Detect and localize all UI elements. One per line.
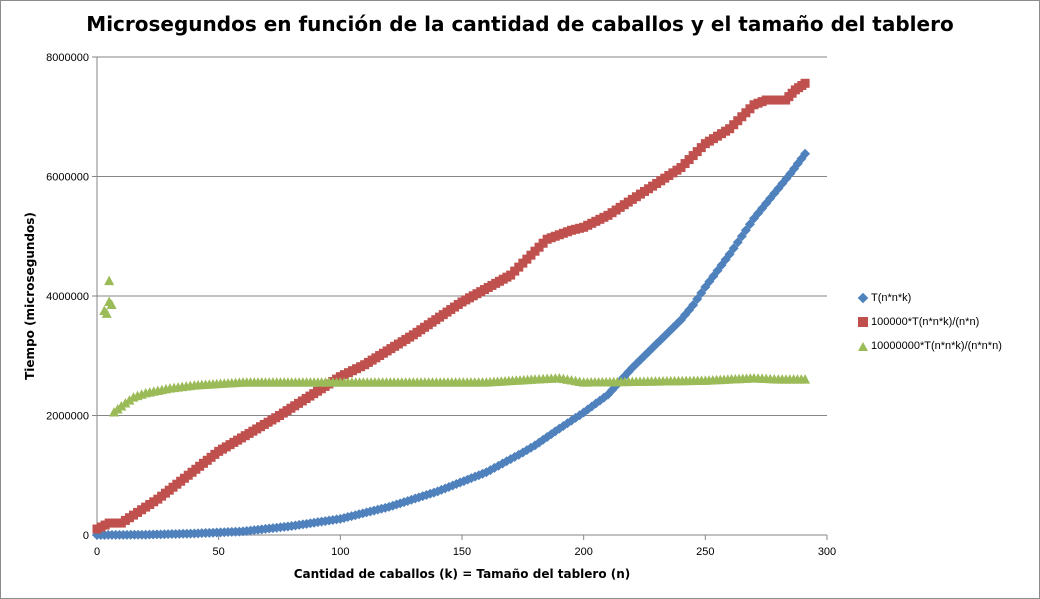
data-point xyxy=(740,225,751,236)
x-tick-label: 300 xyxy=(818,546,836,558)
x-tick-label: 150 xyxy=(453,546,471,558)
data-point xyxy=(720,254,731,265)
data-point xyxy=(688,299,699,310)
y-tick-label: 4000000 xyxy=(46,291,89,303)
series-1 xyxy=(92,148,811,540)
y-tick-label: 2000000 xyxy=(46,411,89,423)
legend-item-series-3: 10000000*T(n*n*k)/(n*n*n) xyxy=(858,334,1002,358)
x-tick-label: 100 xyxy=(331,546,349,558)
legend-item-series-1: T(n*n*k) xyxy=(857,286,1002,310)
data-point xyxy=(800,374,811,384)
tick-labels: 0 2000000 4000000 6000000 8000000 0 50 100 150 20… xyxy=(46,52,836,558)
legend-label: T(n*n*k) xyxy=(871,292,912,304)
triangle-marker-icon xyxy=(858,341,868,351)
legend-label: 10000000*T(n*n*k)/(n*n*n) xyxy=(871,340,1002,352)
y-tick-label: 6000000 xyxy=(46,172,89,184)
y-tick-label: 8000000 xyxy=(46,52,89,64)
legend-label: 100000*T(n*n*k)/(n*n) xyxy=(871,316,980,328)
x-axis-title: Cantidad de caballos (k) = Tamaño del ta… xyxy=(294,567,631,581)
data-point xyxy=(732,237,743,248)
series-markers xyxy=(92,78,811,540)
x-tick-label: 0 xyxy=(94,546,100,558)
data-point xyxy=(106,299,117,309)
y-axis-title: Tiempo (microsegundos) xyxy=(23,212,37,380)
data-point xyxy=(505,454,516,465)
gridlines xyxy=(97,56,827,416)
data-point xyxy=(101,308,112,318)
series-3 xyxy=(99,275,811,417)
chart-title: Microsegundos en función de la cantidad … xyxy=(86,12,954,36)
data-point xyxy=(800,78,810,88)
diamond-marker-icon xyxy=(857,292,869,304)
x-tick-label: 200 xyxy=(574,546,592,558)
data-point xyxy=(104,275,115,286)
data-point xyxy=(728,243,739,254)
series-2 xyxy=(92,78,810,534)
data-point xyxy=(696,288,707,299)
square-marker-icon xyxy=(858,317,868,327)
legend-item-series-2: 100000*T(n*n*k)/(n*n) xyxy=(858,310,1002,334)
legend: T(n*n*k) 100000*T(n*n*k)/(n*n) 10000000*… xyxy=(857,286,1002,358)
data-point xyxy=(692,293,703,304)
data-point xyxy=(736,231,747,242)
x-tick-label: 250 xyxy=(696,546,714,558)
y-tick-label: 0 xyxy=(83,530,89,542)
data-point xyxy=(724,249,735,260)
x-tick-label: 50 xyxy=(213,546,225,558)
data-point xyxy=(744,219,755,230)
data-point xyxy=(800,148,811,159)
